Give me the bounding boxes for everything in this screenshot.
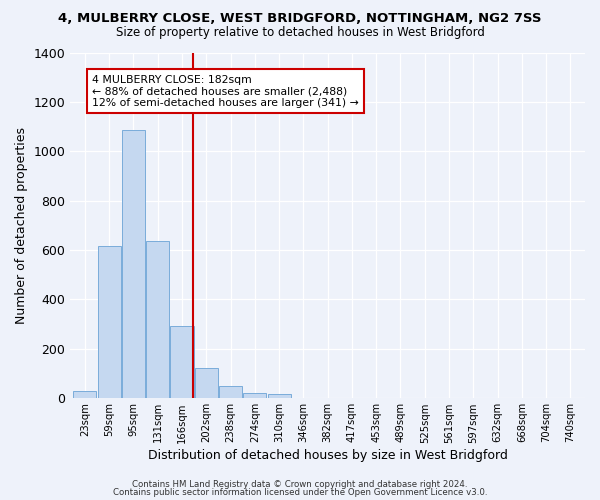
Text: 4, MULBERRY CLOSE, WEST BRIDGFORD, NOTTINGHAM, NG2 7SS: 4, MULBERRY CLOSE, WEST BRIDGFORD, NOTTI… xyxy=(58,12,542,26)
Text: Contains public sector information licensed under the Open Government Licence v3: Contains public sector information licen… xyxy=(113,488,487,497)
Bar xyxy=(170,326,194,398)
Y-axis label: Number of detached properties: Number of detached properties xyxy=(15,127,28,324)
Bar xyxy=(73,390,97,398)
Bar xyxy=(98,246,121,398)
Bar xyxy=(122,130,145,398)
Text: Contains HM Land Registry data © Crown copyright and database right 2024.: Contains HM Land Registry data © Crown c… xyxy=(132,480,468,489)
Text: 4 MULBERRY CLOSE: 182sqm
← 88% of detached houses are smaller (2,488)
12% of sem: 4 MULBERRY CLOSE: 182sqm ← 88% of detach… xyxy=(92,74,359,108)
Bar xyxy=(146,242,169,398)
Bar xyxy=(219,386,242,398)
Text: Size of property relative to detached houses in West Bridgford: Size of property relative to detached ho… xyxy=(116,26,484,39)
X-axis label: Distribution of detached houses by size in West Bridgford: Distribution of detached houses by size … xyxy=(148,450,508,462)
Bar xyxy=(195,368,218,398)
Bar xyxy=(243,392,266,398)
Bar xyxy=(268,394,290,398)
